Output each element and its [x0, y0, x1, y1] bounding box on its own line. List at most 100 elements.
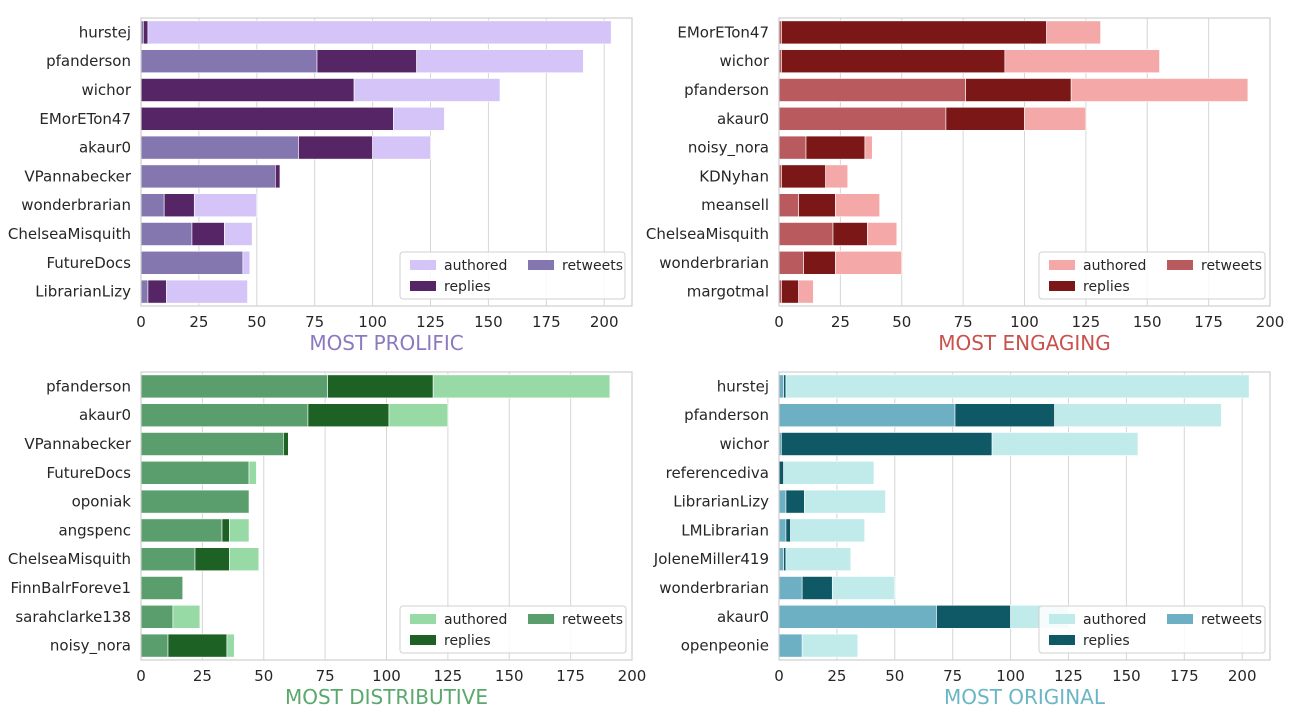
bar-authored-kdnyhan [825, 164, 849, 189]
x-tick-label: 150 [474, 313, 503, 331]
bar-retweets-hurstej [778, 374, 784, 399]
bar-retweets-sarahclarke138 [140, 604, 174, 629]
x-tick-label: 125 [1054, 667, 1083, 685]
bar-retweets-wonderbrarian [778, 250, 804, 275]
category-label: ChelseaMisquith [8, 225, 131, 243]
bar-replies-chelseamisquith [832, 222, 868, 246]
x-tick-label: 0 [774, 667, 784, 685]
bar-authored-lmlibrarian [790, 518, 865, 543]
bar-replies-akaur0 [936, 604, 1011, 629]
bar-retweets-angspenc [140, 518, 223, 543]
bar-replies-vpannabecker [275, 164, 281, 189]
bar-retweets-openpeonie [778, 633, 803, 658]
bar-replies-wonderbrarian [801, 576, 833, 600]
category-label: JoleneMiller419 [653, 550, 769, 568]
chart-most-distributive: 0 25 50 75 100 125 150 175 200 pfanderson akaur0 VP… [8, 371, 647, 709]
x-tick-label: 150 [495, 667, 524, 685]
bar-retweets-pfanderson [140, 374, 328, 399]
bar-replies-noisy-nora [167, 633, 228, 658]
x-tick-label: 75 [316, 667, 335, 685]
bar-authored-librarianlizy [166, 279, 248, 304]
bar-replies-akaur0 [945, 106, 1025, 131]
bar-retweets-akaur0 [140, 403, 309, 428]
category-label: wonderbrarian [659, 579, 769, 597]
category-label: LMLibrarian [681, 521, 769, 539]
bar-retweets-akaur0 [778, 604, 937, 629]
bar-replies-librarianlizy [147, 279, 167, 304]
x-tick-label: 100 [996, 667, 1025, 685]
plot-frame [778, 17, 1271, 307]
bar-replies-kdnyhan [781, 164, 826, 189]
x-tick-label: 125 [1072, 313, 1101, 331]
category-label: pfanderson [684, 406, 769, 424]
bar-retweets-futuredocs [140, 460, 250, 485]
legend: authored retweets replies [399, 251, 626, 300]
bar-replies-hurstej [783, 374, 787, 399]
x-tick-label: 0 [136, 313, 146, 331]
x-tick-label: 25 [827, 667, 846, 685]
chart-most-prolific: 0 25 50 75 100 125 150 175 200 hurstej pfanderson w… [8, 17, 633, 355]
bar-retweets-wonderbrarian [778, 576, 803, 600]
bar-authored-hurstej [785, 374, 1250, 399]
chart-title: MOST ENGAGING [938, 331, 1111, 355]
x-tick-label: 75 [943, 667, 962, 685]
x-tick-label: 0 [774, 313, 784, 331]
bar-retweets-librarianlizy [778, 489, 787, 514]
bar-replies-emoreton47 [140, 106, 394, 131]
bar-retweets-oponiak [140, 489, 250, 514]
legend-label: retweets [1201, 258, 1262, 274]
x-tick-label: 50 [254, 667, 273, 685]
bar-authored-emoreton47 [393, 106, 445, 131]
bar-retweets-lmlibrarian [778, 518, 787, 543]
category-label: FutureDocs [46, 464, 131, 482]
legend: authored retweets replies [1038, 605, 1266, 654]
x-tick-label: 150 [1133, 313, 1162, 331]
category-label: LibrarianLizy [673, 493, 769, 511]
legend-swatch-replies [1049, 635, 1075, 645]
legend-swatch-retweets [1167, 614, 1193, 624]
category-label: openpeonie [681, 637, 769, 655]
x-tick-label: 125 [416, 313, 445, 331]
category-label: angspenc [58, 521, 131, 539]
bar-retweets-pfanderson [140, 49, 318, 74]
bar-authored-pfanderson [1070, 78, 1249, 102]
legend-swatch-replies [410, 281, 436, 291]
bar-authored-librarianlizy [804, 489, 886, 514]
bar-replies-angspenc [221, 518, 230, 543]
bar-authored-noisy-nora [226, 633, 235, 658]
x-tick-label: 25 [189, 313, 208, 331]
bar-retweets-noisy-nora [140, 633, 169, 658]
x-tick-label: 200 [618, 667, 647, 685]
bar-authored-wonderbrarian [831, 576, 896, 600]
legend: authored retweets replies [1038, 251, 1266, 300]
plot-frame [778, 371, 1271, 661]
category-label: referencediva [666, 464, 769, 482]
category-label: KDNyhan [699, 167, 769, 185]
legend-swatch-replies [1049, 281, 1075, 291]
bar-replies-akaur0 [298, 135, 373, 160]
x-tick-label: 175 [532, 313, 561, 331]
bar-authored-referencediva [783, 460, 875, 485]
bar-retweets-akaur0 [778, 106, 947, 131]
legend-label: authored [1083, 258, 1146, 274]
bar-retweets-wonderbrarian [140, 193, 165, 218]
x-tick-label: 50 [892, 313, 911, 331]
x-tick-label: 50 [885, 667, 904, 685]
legend-label: replies [1083, 279, 1130, 295]
bar-retweets-chelseamisquith [140, 222, 193, 246]
bar-replies-wichor [140, 78, 355, 102]
x-tick-label: 75 [954, 313, 973, 331]
bar-retweets-noisy-nora [778, 135, 807, 160]
bar-retweets-librarianlizy [140, 279, 149, 304]
chart-title: MOST DISTRIBUTIVE [285, 685, 488, 709]
category-label: VPannabecker [24, 167, 131, 185]
bar-replies-margotmal [781, 279, 799, 304]
x-tick-label: 175 [556, 667, 585, 685]
bar-authored-pfanderson [432, 374, 611, 399]
legend-label: authored [1083, 612, 1146, 628]
x-tick-label: 100 [358, 313, 387, 331]
category-label: margotmal [687, 283, 769, 301]
bar-authored-meansell [835, 193, 880, 218]
legend-swatch-retweets [528, 614, 554, 624]
bar-replies-wichor [781, 49, 1006, 74]
